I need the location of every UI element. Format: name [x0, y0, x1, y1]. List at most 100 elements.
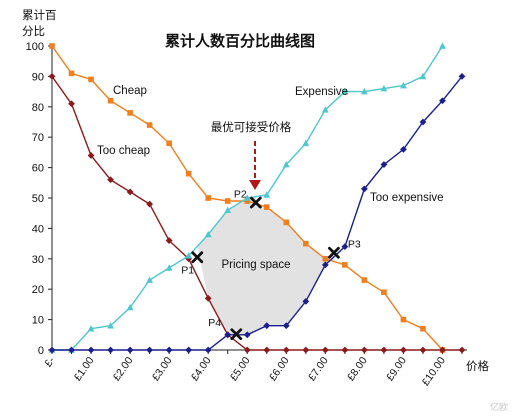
data-point-too-cheap [419, 346, 427, 354]
data-point-expensive [204, 230, 212, 238]
data-point-too-expensive [380, 161, 388, 168]
data-point-too-expensive [126, 346, 134, 354]
y-axis-ticks: 0 10 20 30 40 50 60 70 80 90 100 [26, 41, 52, 357]
data-point-too-expensive [341, 243, 349, 251]
data-point-expensive [165, 264, 173, 271]
data-point-too-expensive [458, 73, 466, 80]
data-point-cheap [283, 219, 290, 226]
data-point-expensive [419, 72, 427, 80]
data-point-expensive [400, 81, 407, 89]
data-point-too-expensive [185, 346, 193, 354]
data-point-cheap [185, 170, 192, 177]
legend-label-cheap: Cheap [113, 85, 147, 97]
data-point-cheap [127, 110, 133, 116]
y-tick-label: 0 [38, 345, 44, 357]
y-tick-label: 30 [32, 254, 44, 266]
data-point-cheap [361, 277, 368, 283]
data-point-too-expensive [400, 145, 407, 153]
data-point-cheap [400, 316, 407, 323]
data-point-expensive [302, 139, 310, 147]
data-point-cheap [166, 140, 172, 147]
data-point-cheap [381, 289, 387, 296]
data-point-expensive [321, 106, 329, 113]
data-point-too-expensive [360, 185, 368, 193]
y-tick-label: 40 [32, 223, 44, 235]
watermark-text: 亿欧 [490, 401, 508, 413]
data-point-cheap [420, 325, 426, 332]
data-point-expensive [185, 252, 193, 259]
data-point-too-expensive [146, 346, 154, 354]
data-point-too-cheap [126, 188, 134, 196]
data-point-too-expensive [282, 322, 290, 330]
data-point-too-cheap [204, 294, 212, 302]
data-point-too-expensive [263, 322, 271, 330]
series-markers [48, 42, 466, 354]
pricing-space-region [197, 196, 334, 335]
data-point-expensive [224, 206, 232, 213]
data-point-too-cheap [68, 100, 75, 108]
data-point-too-cheap [458, 346, 466, 354]
data-point-too-expensive [224, 331, 232, 339]
y-tick-label: 100 [26, 41, 44, 53]
x-tick-label: £1.00 [72, 355, 97, 384]
data-point-cheap [263, 204, 270, 210]
data-point-too-expensive [48, 346, 56, 354]
data-point-too-cheap [321, 346, 329, 354]
data-point-expensive [243, 194, 251, 201]
data-point-too-expensive [107, 346, 114, 354]
data-point-cheap [49, 43, 55, 49]
series-line-too-expensive [52, 75, 463, 351]
intersection-label-p3: P3 [348, 239, 361, 251]
intersection-label-p4: P4 [208, 317, 221, 329]
x-tick-label: £5.00 [228, 355, 253, 384]
data-point-cheap [68, 70, 75, 77]
intersection-marker-p1 [191, 251, 204, 264]
data-point-expensive [263, 191, 271, 198]
intersection-label-p2: P2 [234, 189, 247, 201]
data-point-too-cheap [282, 346, 290, 354]
data-point-expensive [126, 303, 134, 311]
data-point-too-expensive [68, 346, 75, 354]
legend-label-too-cheap: Too cheap [97, 145, 150, 157]
data-point-cheap [205, 195, 211, 201]
data-point-too-cheap [107, 176, 114, 184]
data-point-too-cheap [243, 346, 251, 354]
x-tick-label: £- [42, 354, 57, 369]
x-tick-label: £4.00 [189, 355, 214, 384]
y-tick-label: 50 [32, 193, 44, 205]
data-point-cheap [303, 240, 309, 247]
data-point-too-expensive [321, 261, 329, 269]
x-axis-label: 价格 [466, 359, 489, 373]
x-tick-label: £6.00 [267, 355, 292, 384]
data-point-cheap [88, 76, 94, 83]
data-point-too-expensive [302, 297, 310, 305]
data-point-cheap [146, 122, 153, 128]
data-point-too-cheap [380, 346, 388, 354]
data-point-cheap [322, 256, 329, 262]
x-tick-label: £3.00 [150, 355, 175, 384]
data-point-too-cheap [87, 152, 95, 159]
y-axis-label-line1: 累计百 [22, 8, 57, 22]
y-tick-label: 70 [32, 132, 44, 144]
x-tick-label: £9.00 [384, 355, 409, 384]
data-point-cheap [342, 262, 348, 268]
data-point-too-expensive [439, 97, 446, 105]
data-point-expensive [439, 42, 446, 49]
data-point-too-expensive [243, 331, 251, 339]
y-tick-label: 10 [32, 315, 44, 327]
y-axis-label-line2: 分比 [22, 24, 45, 38]
data-point-cheap [244, 198, 251, 204]
data-point-too-cheap [302, 346, 310, 354]
x-tick-label: £10.00 [420, 355, 448, 388]
data-point-too-cheap [360, 346, 368, 354]
intersection-marker-p2 [249, 196, 262, 209]
x-tick-label: £7.00 [306, 355, 331, 384]
y-tick-label: 80 [32, 102, 44, 114]
legend-label-expensive: Expensive [295, 86, 348, 98]
data-point-too-expensive [87, 346, 95, 354]
x-tick-label: £8.00 [345, 355, 370, 384]
optimal-price-arrow [249, 141, 261, 190]
y-tick-label: 20 [32, 284, 44, 296]
data-point-too-expensive [204, 346, 212, 354]
data-point-too-cheap [439, 346, 446, 354]
